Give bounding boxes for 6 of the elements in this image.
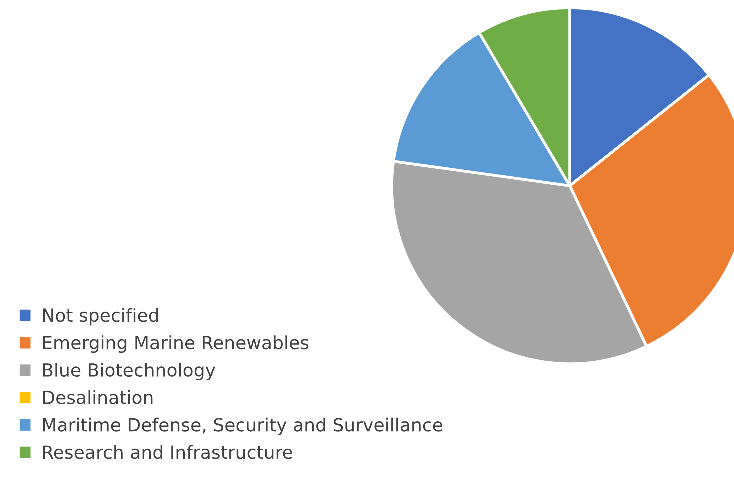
legend-label: Research and Infrastructure — [43, 445, 292, 460]
legend-label: Maritime Defense, Security and Surveillance — [43, 418, 442, 436]
legend-label: Not specified — [43, 308, 158, 326]
legend-label: Blue Biotechnology — [43, 363, 216, 381]
legend-label: Desalination — [43, 390, 153, 404]
legend-label: Emerging Marine Renewables — [43, 336, 309, 354]
